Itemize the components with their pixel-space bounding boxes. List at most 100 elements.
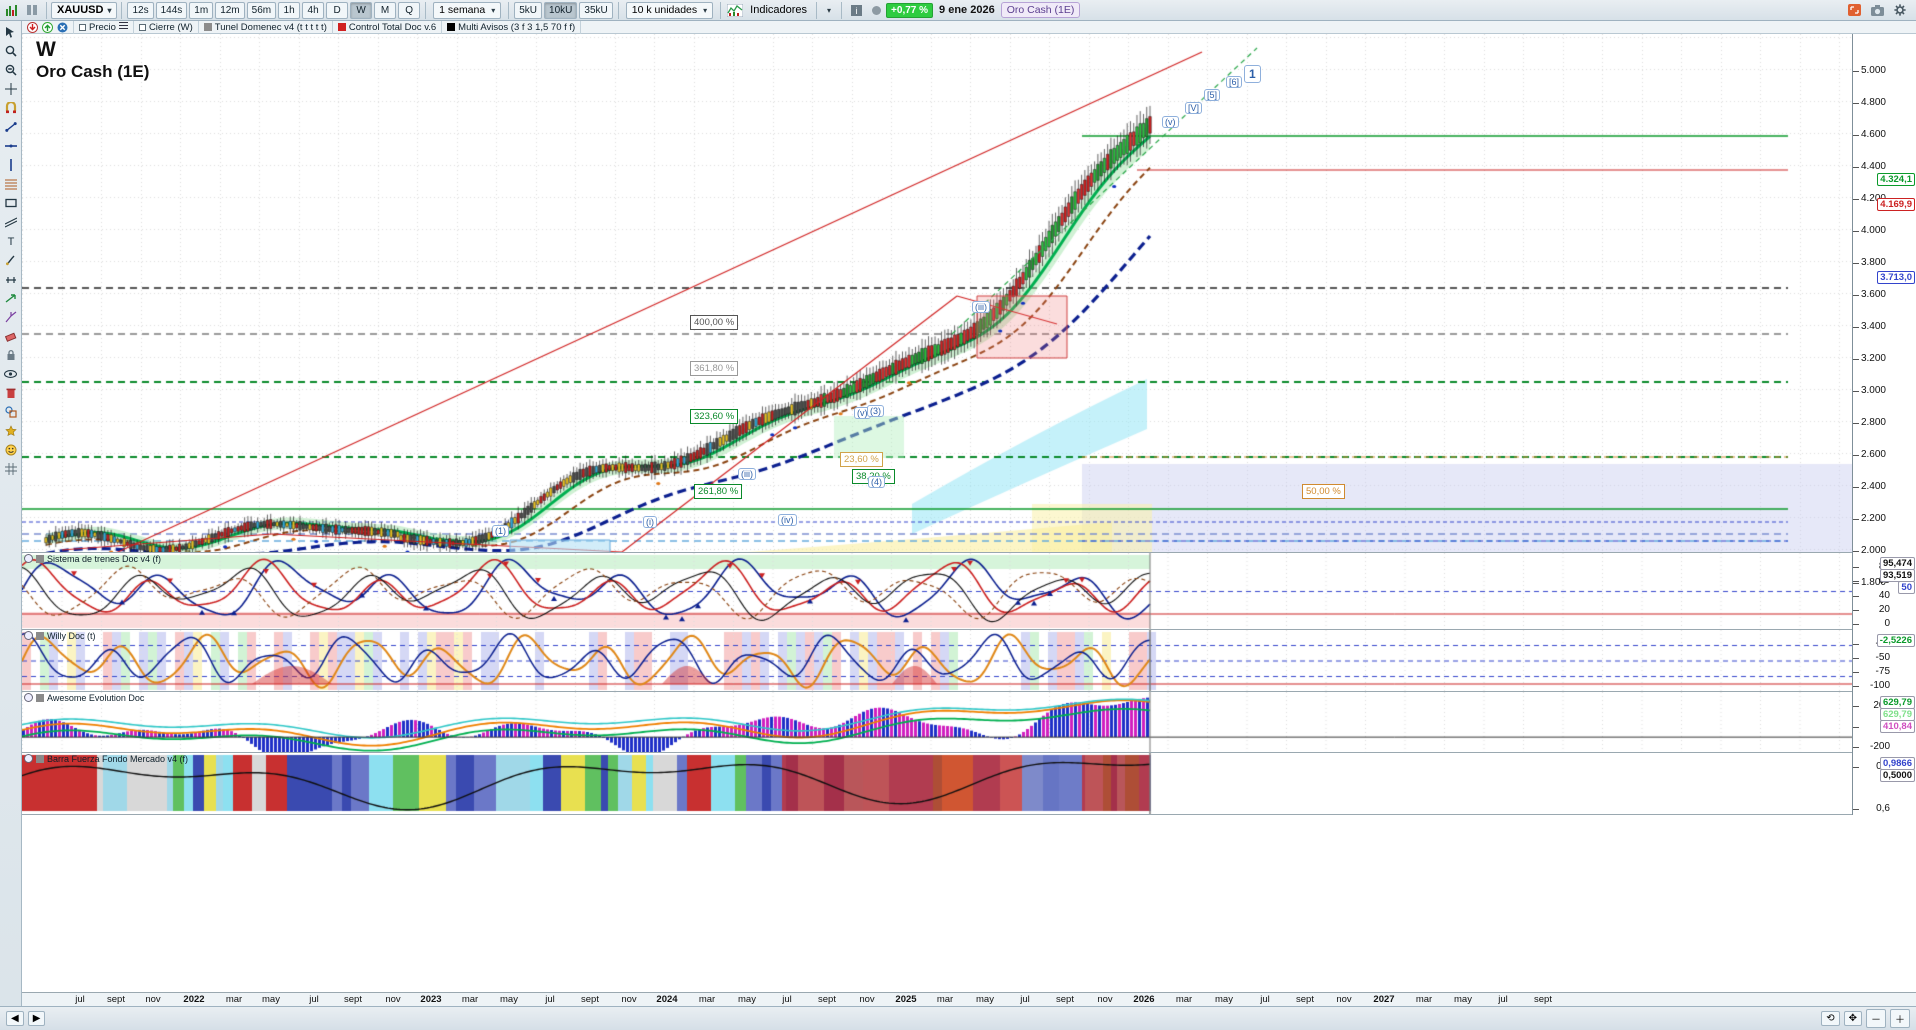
channel-icon[interactable] [1,213,21,231]
legend-checkbox[interactable] [79,23,86,31]
chart-area[interactable]: W Oro Cash (1E) 400,00 % 361,80 % 323,60 %… [22,34,1916,1006]
price-tick-label: 4.400 [1860,161,1886,172]
sistema-trenes-canvas[interactable] [22,553,1852,629]
willy-doc-canvas[interactable] [22,630,1852,691]
price-tick-label: 2.000 [1860,545,1886,556]
price-canvas[interactable] [22,34,1852,552]
symbol-label: XAUUSD [57,4,104,16]
scroll-left-button[interactable]: ◀ [6,1011,24,1026]
pane-sistema-trenes[interactable]: Sistema de trenes Doc v4 (f) [22,553,1852,630]
time-axis-label: mar [936,994,954,1005]
zoom-out-button[interactable]: － [1866,1009,1886,1028]
pane-close-icon[interactable] [24,693,33,702]
svg-text:T: T [7,236,14,247]
pane-header-willy-doc[interactable]: Willy Doc (t) [22,630,96,641]
timeframe-12s[interactable]: 12s [127,1,154,19]
time-axis[interactable]: jul sept nov 2022 mar may jul sept nov 2023 mar may… [22,992,1916,1006]
cursor-icon[interactable] [1,23,21,41]
timeframe-M[interactable]: M [374,1,397,19]
arrow-icon[interactable] [1,289,21,307]
timeframe-4h[interactable]: 4h [302,1,325,19]
legend-nav-controls[interactable] [22,20,74,34]
awesome-evolution-canvas[interactable] [22,692,1852,752]
zoom-in-button[interactable]: ＋ [1890,1009,1910,1028]
measure-icon[interactable] [1,270,21,288]
horizontal-line-icon[interactable] [1,137,21,155]
smiley-icon[interactable] [1,441,21,459]
fib-retracement-icon[interactable] [1,175,21,193]
timeframe-W[interactable]: W [350,1,373,19]
trash-icon[interactable] [1,384,21,402]
timeframe-12m[interactable]: 12m [215,1,245,19]
pane-close-icon[interactable] [24,554,33,563]
timeframe-144s[interactable]: 144s [155,1,188,19]
pane-awesome-evolution[interactable]: Awesome Evolution Doc [22,692,1852,753]
eraser-icon[interactable] [1,327,21,345]
magnet-icon[interactable] [1,99,21,117]
legend-item-1[interactable]: Cierre (W) [134,20,199,34]
pan-button[interactable]: ✥ [1843,1011,1862,1026]
vertical-line-icon[interactable] [1,156,21,174]
legend-checkbox[interactable] [138,23,146,31]
price-badge: 4.324,1 [1877,173,1915,186]
timeframe-56m[interactable]: 56m [246,1,277,19]
eye-icon[interactable] [1,365,21,383]
layout-icon[interactable] [22,2,42,19]
pane-close-icon[interactable] [24,754,33,763]
symbol-selector[interactable]: XAUUSD ▾ [51,1,118,19]
lock-icon[interactable] [1,346,21,364]
fullscreen-icon[interactable] [1844,2,1864,19]
timeframe-D[interactable]: D [326,1,349,19]
elliott-wave-label: 1 [1244,65,1261,83]
period-select[interactable]: 1 semana ▾ [433,1,502,19]
info-icon[interactable]: i [846,2,866,19]
pane-header-barra-fuerza[interactable]: Barra Fuerza Fondo Mercado v4 (f) [22,753,188,764]
price-tick-mark [1853,487,1859,488]
pane-willy-doc[interactable]: Willy Doc (t) [22,630,1852,692]
camera-icon[interactable] [1867,2,1887,19]
grid-icon[interactable] [1,460,21,478]
legend-item-3[interactable]: Control Total Doc v.6 [333,20,443,34]
price-axis[interactable]: 5.000 4.800 4.600 4.400 4.200 4.000 3.800 3.600… [1852,34,1916,815]
fib-level-label: 261,80 % [694,484,743,499]
zoom-out-icon[interactable] [1,61,21,79]
barra-fuerza-canvas[interactable] [22,753,1852,814]
trendline-icon[interactable] [1,118,21,136]
volume-10kU[interactable]: 10kU [544,1,578,19]
settings-gear-icon[interactable] [1890,2,1910,19]
star-icon[interactable] [1,422,21,440]
volume-35kU[interactable]: 35kU [579,1,613,19]
indicators-label[interactable]: Indicadores [750,4,808,16]
indicators-icon[interactable] [725,2,745,19]
legend-item-4[interactable]: Multi Avisos (3 f 3 1,5 70 f f) [442,20,582,34]
record-icon[interactable] [866,2,886,19]
pane-tick-mark [1853,726,1859,728]
scroll-right-button[interactable]: ▶ [27,1011,46,1026]
timeframe-1h[interactable]: 1h [278,1,301,19]
pitchfork-icon[interactable] [1,308,21,326]
crosshair-icon[interactable] [1,80,21,98]
legend-item-0[interactable]: Precio [74,20,134,34]
pane-header-sistema-trenes[interactable]: Sistema de trenes Doc v4 (f) [22,553,161,564]
toolbar-divider [841,1,843,19]
text-tool-icon[interactable]: T [1,232,21,250]
shapes-icon[interactable] [1,403,21,421]
pane-close-icon[interactable] [24,631,33,640]
pane-tick-mark [1853,644,1859,645]
price-pane[interactable]: W Oro Cash (1E) 400,00 % 361,80 % 323,60 %… [22,34,1852,553]
list-icon[interactable] [118,21,128,33]
pane-tick-mark [1853,706,1859,707]
rectangle-icon[interactable] [1,194,21,212]
units-select[interactable]: 10 k unidades ▾ [625,1,714,19]
pane-barra-fuerza[interactable]: Barra Fuerza Fondo Mercado v4 (f) [22,753,1852,815]
brush-icon[interactable] [1,251,21,269]
indicators-dropdown-icon[interactable]: ▾ [827,5,832,15]
reset-view-button[interactable]: ⟲ [1821,1011,1840,1026]
volume-5kU[interactable]: 5kU [514,1,543,19]
chart-type-icon[interactable] [2,2,22,19]
zoom-in-icon[interactable] [1,42,21,60]
pane-header-awesome-evolution[interactable]: Awesome Evolution Doc [22,692,144,703]
timeframe-1m[interactable]: 1m [189,1,214,19]
timeframe-Q[interactable]: Q [398,1,421,19]
legend-item-2[interactable]: Tunel Domenec v4 (t t t t t) [199,20,333,34]
